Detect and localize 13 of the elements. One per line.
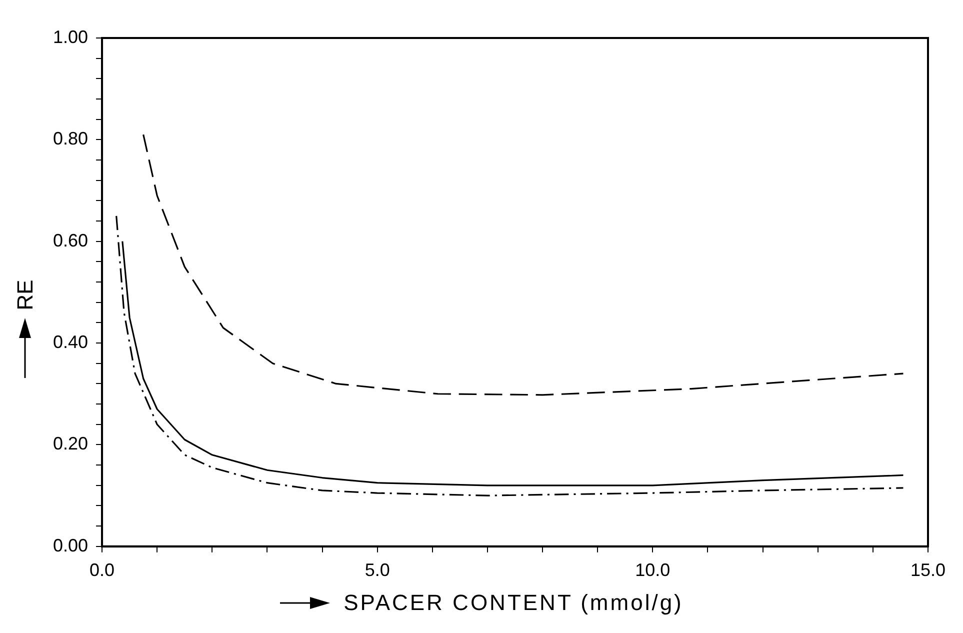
y-tick-label: 0.80	[52, 128, 88, 149]
y-tick-label: 0.60	[52, 230, 88, 250]
y-tick-label: 0.20	[52, 434, 88, 454]
y-tick-label: 1.00	[52, 26, 88, 47]
x-tick-label: 10.0	[635, 560, 670, 580]
y-tick-label: 0.00	[52, 535, 88, 556]
x-tick-label: 15.0	[910, 560, 946, 580]
x-tick-label: 5.0	[364, 560, 390, 580]
x-axis-title: SPACER CONTENT (mmol/g)	[344, 590, 684, 616]
y-tick-label: 0.40	[52, 332, 88, 352]
x-tick-label: 0.0	[90, 560, 115, 580]
line-series	[142, 134, 904, 396]
y-axis-title: RE	[12, 280, 38, 310]
